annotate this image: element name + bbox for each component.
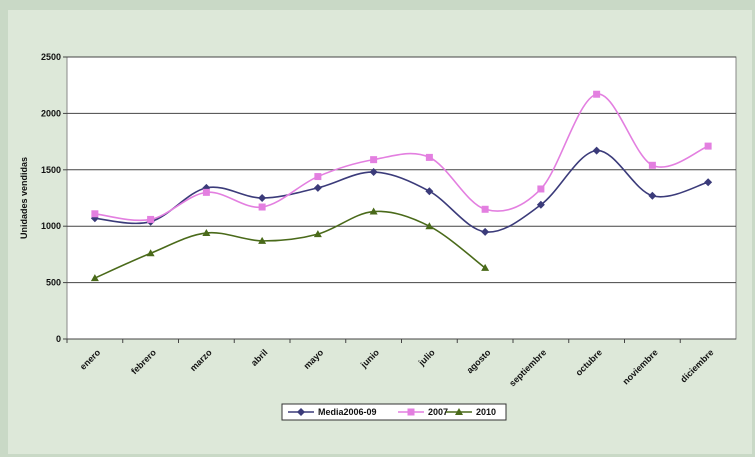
- x-tick-label: mayo: [302, 347, 326, 371]
- x-tick-label: agosto: [465, 347, 493, 375]
- data-point: [648, 191, 657, 200]
- x-tick-label: noviembre: [621, 347, 660, 386]
- y-tick-label: 1500: [41, 165, 61, 175]
- data-point: [147, 215, 155, 223]
- x-tick-label: julio: [416, 347, 437, 368]
- x-tick-label: septiembre: [507, 347, 548, 388]
- x-tick-label: enero: [78, 347, 103, 372]
- x-tick-label: abril: [249, 347, 270, 368]
- data-point: [146, 249, 155, 257]
- data-point: [370, 156, 378, 164]
- data-point: [369, 207, 378, 215]
- data-point: [592, 146, 601, 155]
- data-point: [481, 205, 489, 213]
- data-point: [258, 236, 267, 244]
- x-tick-label: octubre: [574, 347, 604, 377]
- y-tick-label: 1000: [41, 221, 61, 231]
- data-point: [369, 168, 378, 177]
- legend-marker: [297, 408, 305, 416]
- legend-marker: [455, 408, 463, 415]
- y-tick-label: 2500: [41, 52, 61, 62]
- data-point: [258, 194, 267, 202]
- data-point: [313, 230, 322, 238]
- data-point: [481, 263, 490, 271]
- data-point: [202, 188, 210, 196]
- data-point: [537, 185, 545, 193]
- legend: Media2006-09 2007 2010: [281, 403, 507, 421]
- data-point: [425, 187, 434, 196]
- data-point: [704, 142, 712, 150]
- data-point: [91, 210, 99, 218]
- data-point: [425, 222, 434, 230]
- data-point: [314, 173, 322, 181]
- y-axis-label: Unidades vendidas: [19, 157, 29, 239]
- data-point: [313, 183, 322, 192]
- data-point: [704, 178, 713, 187]
- legend-label: 2010: [476, 407, 496, 417]
- data-point: [258, 203, 266, 211]
- plot-area: [66, 56, 737, 340]
- x-tick-label: marzo: [188, 347, 214, 373]
- data-point: [202, 228, 211, 236]
- y-tick-label: 2000: [41, 108, 61, 118]
- x-tick-label: junio: [358, 347, 381, 370]
- legend-box: [281, 403, 507, 421]
- legend-marker: [407, 408, 415, 416]
- data-point: [593, 90, 601, 98]
- data-point: [90, 274, 99, 282]
- y-tick-label: 0: [56, 334, 61, 344]
- data-point: [425, 153, 433, 161]
- y-tick-label: 500: [46, 278, 61, 288]
- legend-label: 2007: [428, 407, 448, 417]
- data-point: [648, 161, 656, 169]
- x-tick-label: febrero: [129, 347, 158, 376]
- data-point: [481, 227, 490, 236]
- data-point: [536, 200, 545, 209]
- x-tick-label: diciembre: [678, 347, 715, 384]
- legend-label: Media2006-09: [318, 407, 377, 417]
